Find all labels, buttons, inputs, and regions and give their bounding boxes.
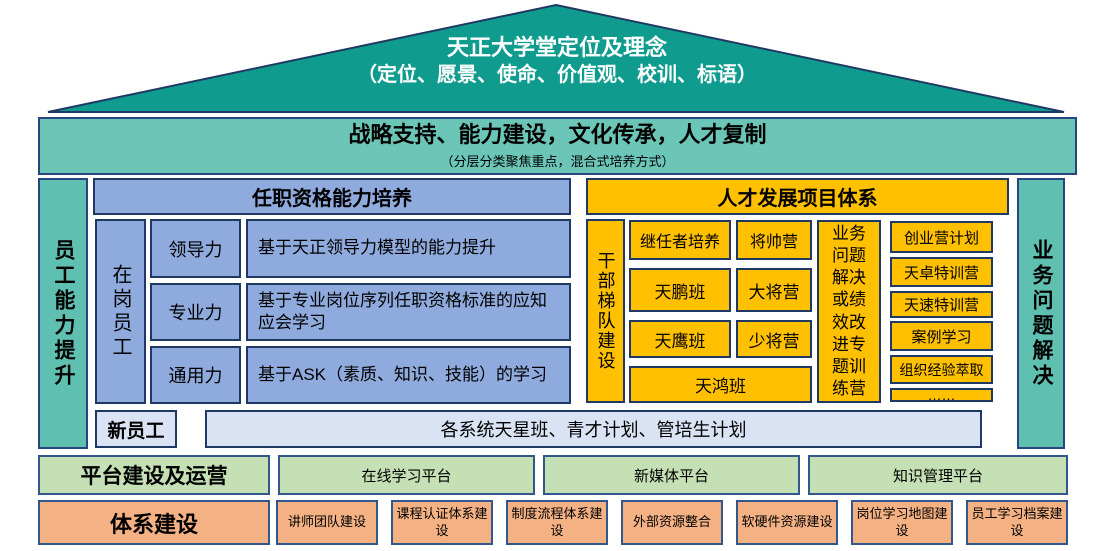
system-item: 岗位学习地图建设 [851,500,953,545]
system-item: 制度流程体系建设 [506,500,608,545]
system-item: 讲师团队建设 [276,500,378,545]
talent-header: 人才发展项目体系 [586,178,1009,215]
left-bar-employee-capability: 员工能力提升 [38,178,88,449]
system-item: 软硬件资源建设 [736,500,838,545]
qualification-row-label: 通用力 [150,346,241,404]
qualification-side-label: 在岗员工 [95,219,146,404]
talent-grid-cell: 少将营 [736,320,812,358]
new-staff-label: 新员工 [95,410,177,448]
system-item: 员工学习档案建设 [966,500,1068,545]
talent-grid-cell: 天鹏班 [629,268,731,312]
talent-grid-cell: 大将营 [736,268,812,312]
qualification-row-content: 基于天正领导力模型的能力提升 [246,219,571,278]
platform-item: 新媒体平台 [543,455,800,495]
roof-title: 天正大学堂定位及理念 [446,35,667,60]
system-item: 外部资源整合 [621,500,723,545]
talent-program-item: 天卓特训营 [890,257,993,287]
new-staff-content: 各系统天星班、青才计划、管培生计划 [205,410,982,448]
talent-program-item: 组织经验萃取 [890,355,993,384]
roof-title-block: 天正大学堂定位及理念 （定位、愿景、使命、价值观、校训、标语） [0,33,1114,89]
talent-grid-cell: 将帅营 [736,220,812,260]
talent-grid-span-cell: 天鸿班 [629,366,812,403]
platform-item: 在线学习平台 [278,455,535,495]
right-bar-business-problem: 业务问题解决 [1017,178,1065,449]
qualification-row-label: 领导力 [150,219,241,278]
talent-program-item: 创业营计划 [890,221,993,253]
talent-grid-cell: 天鹰班 [629,320,731,358]
system-row-label: 体系建设 [38,500,270,545]
talent-program-item: 天速特训营 [890,291,993,318]
qualification-header: 任职资格能力培养 [93,178,571,215]
qualification-row-content: 基于专业岗位序列任职资格标准的应知应会学习 [246,283,571,341]
talent-middle-label: 业务问题解决或绩效改进专题训练营 [817,220,881,403]
roof-subtitle: （定位、愿景、使命、价值观、校训、标语） [357,64,757,87]
qualification-row-content: 基于ASK（素质、知识、技能）的学习 [246,346,571,404]
platform-row-label: 平台建设及运营 [38,455,270,495]
platform-item: 知识管理平台 [808,455,1068,495]
system-item: 课程认证体系建设 [391,500,493,545]
talent-program-item: 案例学习 [890,321,993,351]
strategy-banner-title: 战略支持、能力建设，文化传承，人才复制 [348,122,767,148]
qualification-row-label: 专业力 [150,283,241,341]
strategy-banner-subtitle: （分层分类聚焦重点，混合式培养方式） [440,153,675,169]
talent-grid-cell: 继任者培养 [629,220,731,260]
strategy-banner: 战略支持、能力建设，文化传承，人才复制 （分层分类聚焦重点，混合式培养方式） [38,117,1077,175]
talent-program-item: …… [890,388,993,402]
system-items-row: 讲师团队建设 课程认证体系建设 制度流程体系建设 外部资源整合 软硬件资源建设 … [276,500,1068,545]
talent-side-label: 干部梯队建设 [586,219,625,403]
